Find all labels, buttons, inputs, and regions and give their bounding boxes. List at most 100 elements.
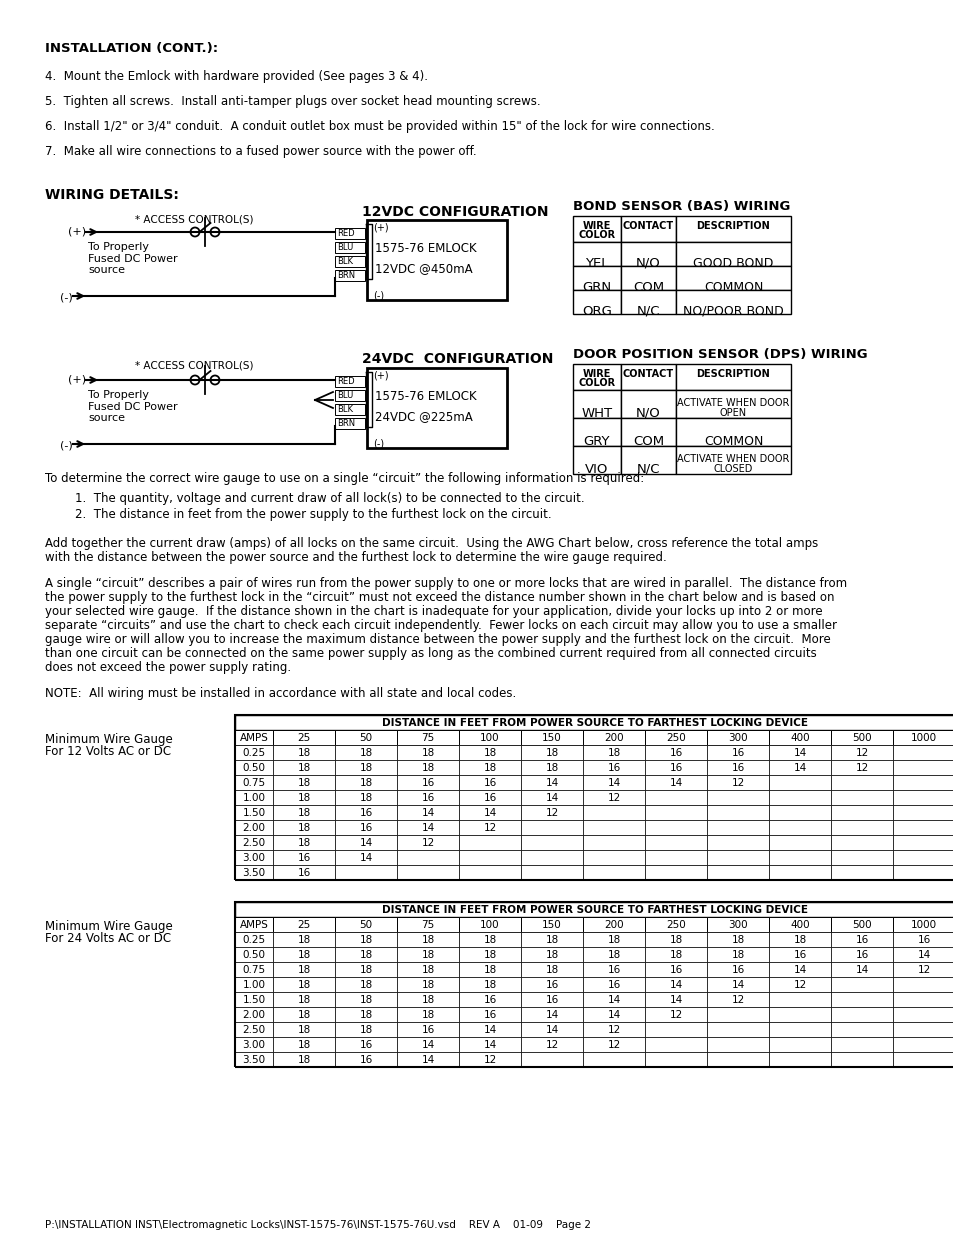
Text: 3.50: 3.50: [242, 868, 265, 878]
Bar: [520, 760, 582, 776]
Text: 0.75: 0.75: [242, 778, 265, 788]
Text: CONTACT: CONTACT: [622, 369, 674, 379]
Bar: [458, 1037, 520, 1052]
Text: 18: 18: [607, 950, 620, 960]
Text: 75: 75: [421, 920, 435, 930]
Bar: [458, 947, 520, 962]
Bar: [830, 932, 892, 947]
Bar: [644, 790, 706, 805]
Bar: [335, 977, 396, 992]
Text: (+): (+): [373, 222, 388, 232]
Text: ACTIVATE WHEN DOOR: ACTIVATE WHEN DOOR: [677, 454, 789, 464]
Bar: [458, 805, 520, 820]
Bar: [582, 790, 644, 805]
Text: 18: 18: [421, 981, 435, 990]
Text: GOOD BOND: GOOD BOND: [693, 257, 773, 270]
Bar: [273, 1023, 335, 1037]
Text: * ACCESS CONTROL(S): * ACCESS CONTROL(S): [135, 359, 253, 370]
Bar: [396, 992, 458, 1007]
Bar: [273, 864, 335, 881]
Bar: [273, 820, 335, 835]
Bar: [234, 805, 273, 820]
Bar: [768, 730, 830, 745]
Text: 150: 150: [541, 920, 561, 930]
Text: 7.  Make all wire connections to a fused power source with the power off.: 7. Make all wire connections to a fused …: [45, 144, 476, 158]
Bar: [706, 820, 768, 835]
Bar: [234, 977, 273, 992]
Bar: [644, 760, 706, 776]
Bar: [234, 902, 953, 918]
Text: 18: 18: [421, 1010, 435, 1020]
Text: WHT: WHT: [580, 408, 612, 420]
Text: 2.50: 2.50: [242, 839, 265, 848]
Bar: [620, 290, 676, 314]
Text: 16: 16: [359, 1055, 373, 1065]
Bar: [892, 760, 953, 776]
Bar: [892, 1052, 953, 1067]
Bar: [582, 962, 644, 977]
Text: 14: 14: [545, 1010, 558, 1020]
Text: 14: 14: [421, 1040, 435, 1050]
Bar: [768, 1037, 830, 1052]
Bar: [582, 992, 644, 1007]
Text: 16: 16: [421, 1025, 435, 1035]
Bar: [582, 977, 644, 992]
Text: 18: 18: [483, 950, 497, 960]
Bar: [582, 918, 644, 932]
Bar: [644, 820, 706, 835]
Bar: [573, 364, 620, 390]
Bar: [234, 715, 953, 730]
Bar: [520, 745, 582, 760]
Bar: [892, 947, 953, 962]
Text: 250: 250: [665, 920, 685, 930]
Text: AMPS: AMPS: [239, 920, 268, 930]
Text: 4.  Mount the Emlock with hardware provided (See pages 3 & 4).: 4. Mount the Emlock with hardware provid…: [45, 70, 428, 83]
Bar: [582, 1023, 644, 1037]
Bar: [706, 760, 768, 776]
Bar: [768, 805, 830, 820]
Text: 16: 16: [297, 868, 311, 878]
Bar: [830, 977, 892, 992]
Text: separate “circuits” and use the chart to check each circuit independently.  Fewe: separate “circuits” and use the chart to…: [45, 619, 836, 632]
Bar: [768, 760, 830, 776]
Bar: [644, 932, 706, 947]
Bar: [892, 962, 953, 977]
Text: For 24 Volts AC or DC: For 24 Volts AC or DC: [45, 932, 171, 945]
Text: 2.00: 2.00: [242, 1010, 265, 1020]
Bar: [830, 760, 892, 776]
Text: 16: 16: [483, 778, 497, 788]
Text: 12: 12: [917, 965, 929, 974]
Text: 18: 18: [297, 778, 311, 788]
Bar: [644, 918, 706, 932]
Text: 18: 18: [297, 1025, 311, 1035]
Text: 100: 100: [479, 920, 499, 930]
Text: 18: 18: [297, 839, 311, 848]
Text: WIRE: WIRE: [582, 369, 611, 379]
Bar: [706, 1052, 768, 1067]
Bar: [830, 947, 892, 962]
Bar: [520, 790, 582, 805]
Bar: [892, 992, 953, 1007]
Bar: [396, 932, 458, 947]
Bar: [335, 1023, 396, 1037]
Text: 16: 16: [731, 965, 744, 974]
Text: 25: 25: [297, 734, 311, 743]
Text: (-): (-): [60, 291, 72, 303]
Bar: [830, 962, 892, 977]
Bar: [706, 947, 768, 962]
Bar: [706, 835, 768, 850]
Text: with the distance between the power source and the furthest lock to determine th: with the distance between the power sour…: [45, 551, 666, 564]
Bar: [830, 850, 892, 864]
Bar: [335, 1037, 396, 1052]
Bar: [644, 1023, 706, 1037]
Text: 12: 12: [483, 823, 497, 832]
Text: 1.00: 1.00: [242, 981, 265, 990]
Bar: [396, 745, 458, 760]
Bar: [234, 835, 273, 850]
Text: 3.00: 3.00: [242, 1040, 265, 1050]
Bar: [520, 864, 582, 881]
Text: 14: 14: [855, 965, 868, 974]
Bar: [396, 918, 458, 932]
Text: 18: 18: [421, 748, 435, 758]
Text: 1.50: 1.50: [242, 808, 265, 818]
